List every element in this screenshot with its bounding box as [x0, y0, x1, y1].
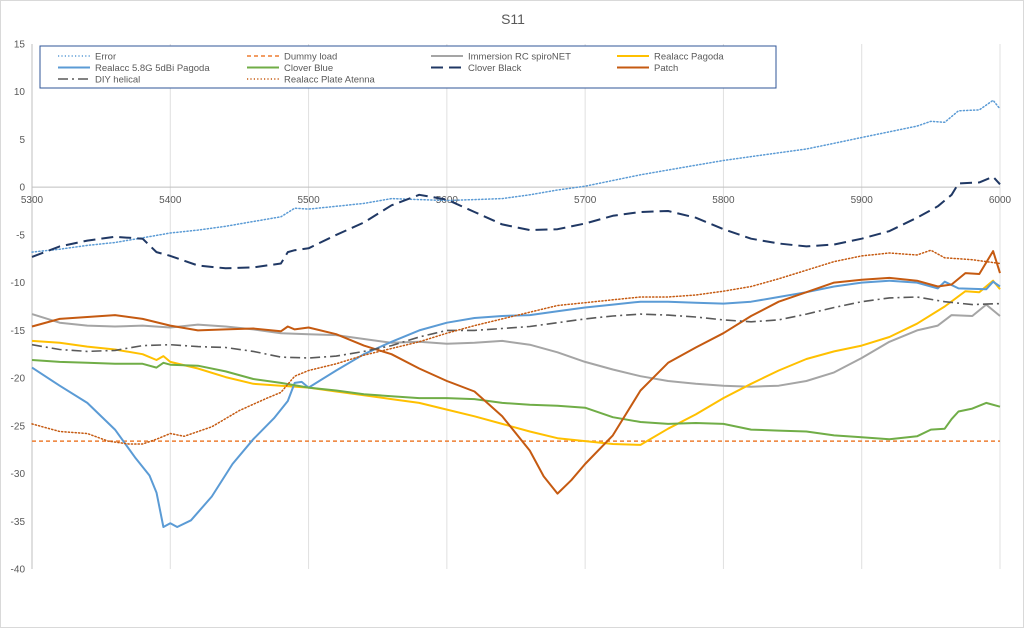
series-line-realacc-plate-atenna	[31, 249, 1001, 445]
y-tick-label: -35	[11, 517, 26, 528]
legend-label: Realacc 5.8G 5dBi Pagoda	[95, 63, 210, 74]
y-tick-label: -20	[11, 374, 26, 385]
x-tick-label: 5400	[159, 195, 182, 206]
legend-label: DIY helical	[95, 75, 140, 86]
x-tick-label: 5900	[851, 195, 874, 206]
x-tick-label: 5800	[712, 195, 735, 206]
legend: Error Dummy load Immersion RC spiroNET Real…	[39, 45, 777, 89]
y-tick-label: -25	[11, 421, 26, 432]
x-tick-label: 5700	[574, 195, 597, 206]
x-tick-label: 5500	[297, 195, 320, 206]
series-line-diy-helical	[31, 296, 1001, 359]
y-tick-label: -30	[11, 469, 26, 480]
y-tick-label: 0	[19, 183, 25, 194]
series-line-patch	[31, 250, 1001, 495]
series-line-error	[31, 99, 1001, 253]
y-tick-label: -10	[11, 278, 26, 289]
y-tick-label: -15	[11, 326, 26, 337]
y-tick-label: -40	[11, 565, 26, 576]
legend-label: Clover Blue	[284, 63, 333, 74]
y-tick-label: -5	[16, 230, 25, 241]
series-line-immersion-rc-spironet	[31, 303, 1001, 388]
legend-box	[39, 45, 777, 89]
axis-layer: 15 10 5 0 -5 -10 -15 -20 -25 -30 -35 -40 5300 5400 550…	[11, 40, 1012, 576]
legend-label: Dummy load	[284, 52, 337, 63]
series-line-realacc-pagoda	[31, 279, 1001, 446]
grid-layer	[31, 44, 1001, 569]
y-tick-label: 5	[19, 135, 25, 146]
y-tick-label: 15	[14, 40, 26, 51]
series-line-realacc-5-8g-5dbi-pagoda	[31, 279, 1001, 528]
series-line-clover-black	[31, 175, 1001, 270]
legend-label: Realacc Pagoda	[654, 52, 724, 63]
x-tick-label: 5300	[21, 195, 44, 206]
legend-label: Patch	[654, 63, 678, 74]
legend-label: Immersion RC spiroNET	[468, 52, 571, 63]
series-layer	[31, 99, 1001, 528]
series-line-clover-blue	[31, 359, 1001, 441]
x-tick-label: 6000	[989, 195, 1012, 206]
chart-title: S11	[501, 11, 525, 27]
y-tick-label: 10	[14, 87, 26, 98]
legend-label: Clover Black	[468, 63, 522, 74]
legend-label: Realacc Plate Atenna	[284, 75, 376, 86]
legend-label: Error	[95, 52, 116, 63]
